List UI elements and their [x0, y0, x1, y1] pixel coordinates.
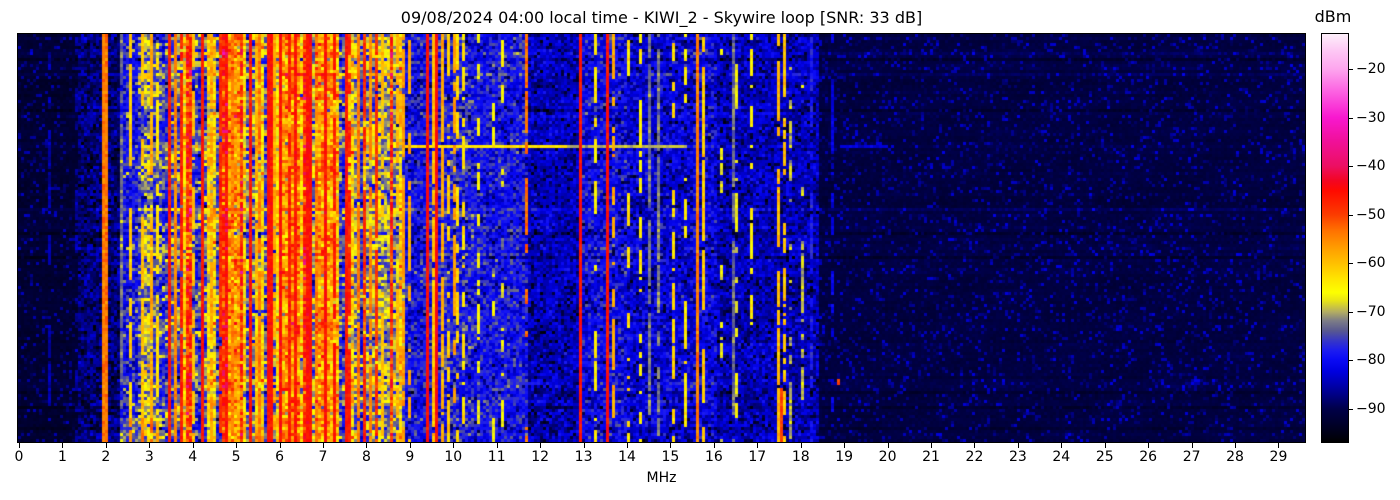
x-tick-label: 14 [618, 449, 636, 465]
x-tick-label: 26 [1139, 449, 1158, 465]
x-tick-label: 10 [444, 449, 463, 465]
x-tick-label: 12 [531, 449, 550, 465]
x-tick-label: 15 [661, 449, 680, 465]
x-tick-label: 5 [231, 449, 241, 465]
x-tick-label: 29 [1269, 449, 1288, 465]
x-tick [1104, 443, 1106, 448]
x-tick [105, 443, 107, 448]
x-tick-label: 20 [878, 449, 897, 465]
x-tick [931, 443, 933, 448]
x-tick [236, 443, 238, 448]
x-tick-label: 6 [275, 449, 285, 465]
x-tick [1191, 443, 1193, 448]
x-tick [1235, 443, 1237, 448]
x-tick-label: 19 [835, 449, 854, 465]
x-tick-label: 28 [1226, 449, 1244, 465]
x-tick [1061, 443, 1063, 448]
colorbar-tick-label: −40 [1356, 158, 1386, 174]
x-tick-label: 4 [188, 449, 198, 465]
x-tick [844, 443, 846, 448]
colorbar-tick-label: −20 [1356, 61, 1386, 77]
x-tick [583, 443, 585, 448]
x-tick [496, 443, 498, 448]
x-tick-label: 2 [101, 449, 111, 465]
x-tick-label: 17 [748, 449, 767, 465]
x-tick [713, 443, 715, 448]
x-tick [887, 443, 889, 448]
x-tick [192, 443, 194, 448]
x-tick-label: 22 [965, 449, 984, 465]
x-tick-label: 24 [1052, 449, 1071, 465]
figure-title: 09/08/2024 04:00 local time - KIWI_2 - S… [400, 8, 923, 27]
colorbar-tick-label: −60 [1356, 255, 1386, 271]
waterfall-canvas [18, 34, 1305, 442]
x-tick-label: 23 [1008, 449, 1027, 465]
x-tick [19, 443, 20, 448]
x-tick-label: 7 [318, 449, 328, 465]
x-tick-label: 27 [1182, 449, 1201, 465]
x-tick-label: 13 [574, 449, 593, 465]
waterfall-plot-area [17, 33, 1306, 443]
x-tick [800, 443, 802, 448]
x-tick-label: 16 [704, 449, 723, 465]
colorbar-tick-label: −30 [1356, 110, 1386, 126]
x-tick [62, 443, 64, 448]
x-tick-label: 21 [922, 449, 940, 465]
x-tick-label: 3 [144, 449, 154, 465]
x-tick [323, 443, 324, 448]
x-tick-label: 0 [14, 449, 24, 465]
x-tick-label: 1 [57, 449, 67, 465]
colorbar-tick-label: −90 [1356, 401, 1386, 417]
x-tick-label: 25 [1095, 449, 1114, 465]
x-tick-label: 8 [361, 449, 371, 465]
x-tick [279, 443, 281, 448]
colorbar-tick-label: −70 [1356, 304, 1386, 320]
x-tick [149, 443, 151, 448]
x-tick [453, 443, 455, 448]
x-tick [1148, 443, 1150, 448]
colorbar-tick-label: −50 [1356, 207, 1386, 223]
colorbar-label: dBm [1314, 7, 1352, 26]
x-tick [670, 443, 672, 448]
x-tick [540, 443, 542, 448]
x-tick [974, 443, 976, 448]
x-tick [757, 443, 759, 448]
x-tick-label: 9 [405, 449, 415, 465]
x-tick [1017, 443, 1019, 448]
x-tick [1278, 443, 1280, 448]
x-tick-label: 18 [791, 449, 810, 465]
x-axis-label: MHz [646, 470, 677, 486]
x-tick [627, 443, 629, 448]
x-tick [409, 443, 411, 448]
colorbar-tick-label: −80 [1356, 352, 1386, 368]
x-tick-label: 11 [487, 449, 506, 465]
colorbar [1321, 33, 1349, 443]
x-tick [366, 443, 368, 448]
